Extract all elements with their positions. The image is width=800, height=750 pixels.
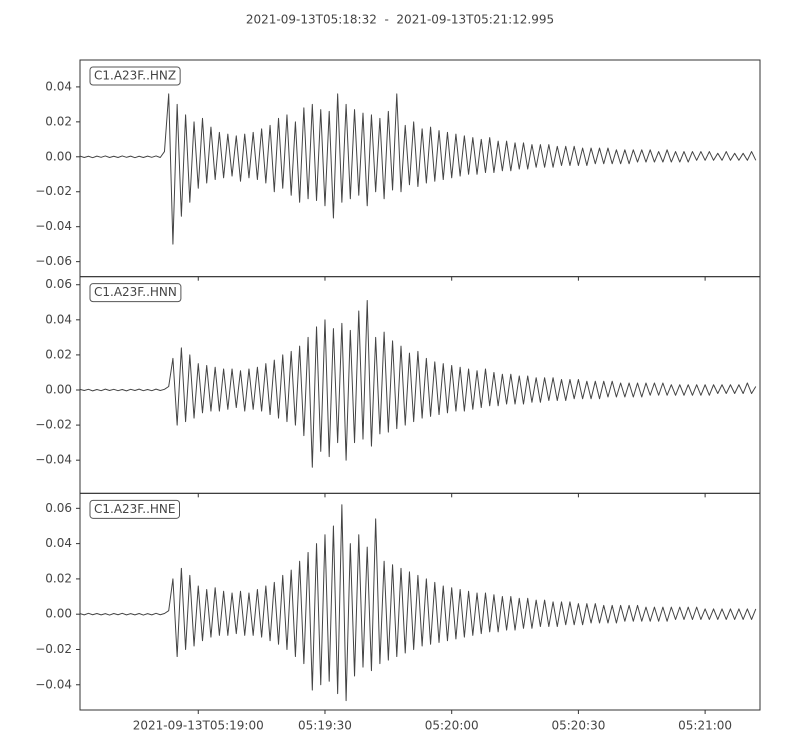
y-tick-label: −0.02 — [35, 642, 72, 656]
y-tick-label: −0.02 — [35, 184, 72, 198]
x-tick-label: 2021-09-13T05:19:00 — [133, 719, 264, 733]
x-tick-label: 05:20:00 — [425, 719, 479, 733]
waveform — [80, 504, 757, 702]
x-tick-label: 05:20:30 — [551, 719, 605, 733]
y-tick-label: −0.02 — [35, 418, 72, 432]
y-tick-label: 0.04 — [45, 536, 72, 550]
trace-label: C1.A23F..HNN — [94, 285, 177, 299]
trace-label-box — [89, 499, 180, 519]
waveform — [80, 93, 757, 245]
y-tick-label: 0.02 — [45, 347, 72, 361]
y-tick-label: −0.06 — [35, 254, 72, 268]
y-tick-label: 0.00 — [45, 149, 72, 163]
y-tick-label: 0.06 — [45, 277, 72, 291]
trace-label-box — [89, 283, 182, 303]
y-tick-label: 0.04 — [45, 312, 72, 326]
y-tick-label: 0.00 — [45, 383, 72, 397]
waveform — [80, 300, 757, 468]
y-tick-label: 0.02 — [45, 571, 72, 585]
panel-frame — [79, 59, 761, 278]
y-tick-label: 0.04 — [45, 79, 72, 93]
chart-title: 2021-09-13T05:18:32 - 2021-09-13T05:21:1… — [246, 13, 554, 27]
panel-frame — [79, 492, 761, 711]
y-tick-label: 0.02 — [45, 114, 72, 128]
x-tick-label: 05:21:00 — [678, 719, 732, 733]
y-tick-label: 0.00 — [45, 607, 72, 621]
x-tick-label: 05:19:30 — [298, 719, 352, 733]
trace-label: C1.A23F..HNE — [94, 502, 176, 516]
trace-label: C1.A23F..HNZ — [94, 69, 176, 83]
y-tick-label: 0.06 — [45, 501, 72, 515]
trace-label-box — [89, 66, 181, 86]
y-tick-label: −0.04 — [35, 677, 72, 691]
y-tick-label: −0.04 — [35, 453, 72, 467]
y-tick-label: −0.04 — [35, 219, 72, 233]
